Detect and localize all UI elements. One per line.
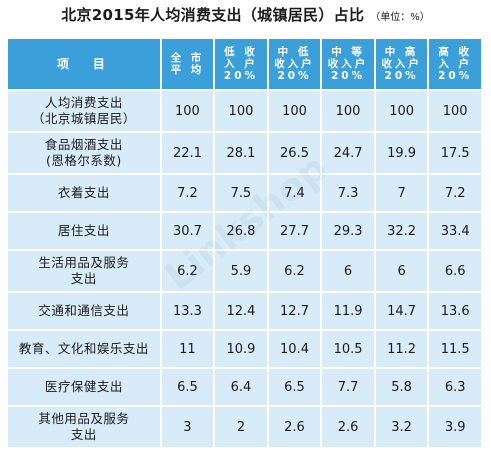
table-cell: 100 <box>215 91 267 131</box>
column-header-lower-middle-income: 中 低收入户 20% <box>268 39 321 89</box>
consumption-share-table: 项 目 全 市平 均 低 收入 户 20% 中 低收入户 20% 中 等收入户 20%… <box>6 37 483 449</box>
row-label: 衣着支出 <box>8 175 160 211</box>
table-cell: 6 <box>375 251 428 291</box>
unit-label: （单位：%） <box>370 12 430 23</box>
table-cell: 6.3 <box>429 369 481 405</box>
table-row: 生活用品及服务 支出 6.2 5.9 6.2 6 6 6.6 <box>8 251 481 291</box>
row-label: 生活用品及服务 支出 <box>8 251 160 291</box>
table-cell: 7.2 <box>429 175 481 211</box>
table-cell: 100 <box>322 91 374 131</box>
table-row: 人均消费支出 （北京城镇居民） 100 100 100 100 100 100 <box>8 91 481 131</box>
column-header-high-income: 高 收入 户 20% <box>429 39 481 89</box>
table-cell: 6.2 <box>161 251 214 291</box>
column-header-item: 项 目 <box>8 39 160 89</box>
table-cell: 6.5 <box>161 369 214 405</box>
row-label: 人均消费支出 （北京城镇居民） <box>8 91 160 131</box>
table-cell: 5.9 <box>215 251 267 291</box>
table-cell: 27.7 <box>268 213 321 249</box>
table-row: 其他用品及服务 支出 3 2 2.6 2.6 3.2 3.9 <box>8 407 481 447</box>
table-cell: 7 <box>375 175 428 211</box>
table-cell: 7.5 <box>215 175 267 211</box>
table-cell: 100 <box>429 91 481 131</box>
table-row: 衣着支出 7.2 7.5 7.4 7.3 7 7.2 <box>8 175 481 211</box>
table-cell: 11.5 <box>429 331 481 367</box>
table-cell: 11.2 <box>375 331 428 367</box>
table-cell: 11.9 <box>322 293 374 329</box>
table-cell: 26.5 <box>268 133 321 173</box>
table-cell: 7.2 <box>161 175 214 211</box>
row-label: 医疗保健支出 <box>8 369 160 405</box>
table-cell: 13.3 <box>161 293 214 329</box>
table-cell: 12.4 <box>215 293 267 329</box>
header-row: 项 目 全 市平 均 低 收入 户 20% 中 低收入户 20% 中 等收入户 20%… <box>8 39 481 89</box>
table-cell: 19.9 <box>375 133 428 173</box>
table-cell: 11 <box>161 331 214 367</box>
table-row: 交通和通信支出 13.3 12.4 12.7 11.9 14.7 13.6 <box>8 293 481 329</box>
table-cell: 10.9 <box>215 331 267 367</box>
table-cell: 12.7 <box>268 293 321 329</box>
table-cell: 5.8 <box>375 369 428 405</box>
row-label: 食品烟酒支出 (恩格尔系数) <box>8 133 160 173</box>
page-title: 北京2015年人均消费支出（城镇居民）占比 <box>61 6 365 24</box>
table-cell: 6.6 <box>429 251 481 291</box>
table-row: 医疗保健支出 6.5 6.4 6.5 7.7 5.8 6.3 <box>8 369 481 405</box>
table-row: 居住支出 30.7 26.8 27.7 29.3 32.2 33.4 <box>8 213 481 249</box>
column-header-middle-income: 中 等收入户 20% <box>322 39 374 89</box>
row-label: 交通和通信支出 <box>8 293 160 329</box>
table-cell: 7.7 <box>322 369 374 405</box>
table-cell: 26.8 <box>215 213 267 249</box>
table-cell: 6.5 <box>268 369 321 405</box>
table-cell: 10.5 <box>322 331 374 367</box>
table-cell: 3 <box>161 407 214 447</box>
row-label: 居住支出 <box>8 213 160 249</box>
table-cell: 33.4 <box>429 213 481 249</box>
table-cell: 14.7 <box>375 293 428 329</box>
table-cell: 13.6 <box>429 293 481 329</box>
table-cell: 100 <box>375 91 428 131</box>
table-cell: 3.2 <box>375 407 428 447</box>
table-cell: 3.9 <box>429 407 481 447</box>
table-cell: 6.4 <box>215 369 267 405</box>
column-header-upper-middle-income: 中 高收入户 20% <box>375 39 428 89</box>
title-row: 北京2015年人均消费支出（城镇居民）占比 （单位：%） <box>0 0 491 32</box>
table-cell: 100 <box>268 91 321 131</box>
row-label: 教育、文化和娱乐支出 <box>8 331 160 367</box>
table-cell: 2.6 <box>268 407 321 447</box>
table-cell: 29.3 <box>322 213 374 249</box>
table-cell: 10.4 <box>268 331 321 367</box>
table-cell: 7.4 <box>268 175 321 211</box>
column-header-city-average: 全 市平 均 <box>161 39 214 89</box>
table-cell: 30.7 <box>161 213 214 249</box>
table-cell: 2.6 <box>322 407 374 447</box>
table-cell: 7.3 <box>322 175 374 211</box>
table-cell: 2 <box>215 407 267 447</box>
table-cell: 24.7 <box>322 133 374 173</box>
table-cell: 100 <box>161 91 214 131</box>
table-cell: 32.2 <box>375 213 428 249</box>
table-cell: 17.5 <box>429 133 481 173</box>
table-cell: 6.2 <box>268 251 321 291</box>
table-row: 食品烟酒支出 (恩格尔系数) 22.1 28.1 26.5 24.7 19.9 1… <box>8 133 481 173</box>
column-header-low-income: 低 收入 户 20% <box>215 39 267 89</box>
table-row: 教育、文化和娱乐支出 11 10.9 10.4 10.5 11.2 11.5 <box>8 331 481 367</box>
table-cell: 22.1 <box>161 133 214 173</box>
table-cell: 28.1 <box>215 133 267 173</box>
table-cell: 6 <box>322 251 374 291</box>
row-label: 其他用品及服务 支出 <box>8 407 160 447</box>
